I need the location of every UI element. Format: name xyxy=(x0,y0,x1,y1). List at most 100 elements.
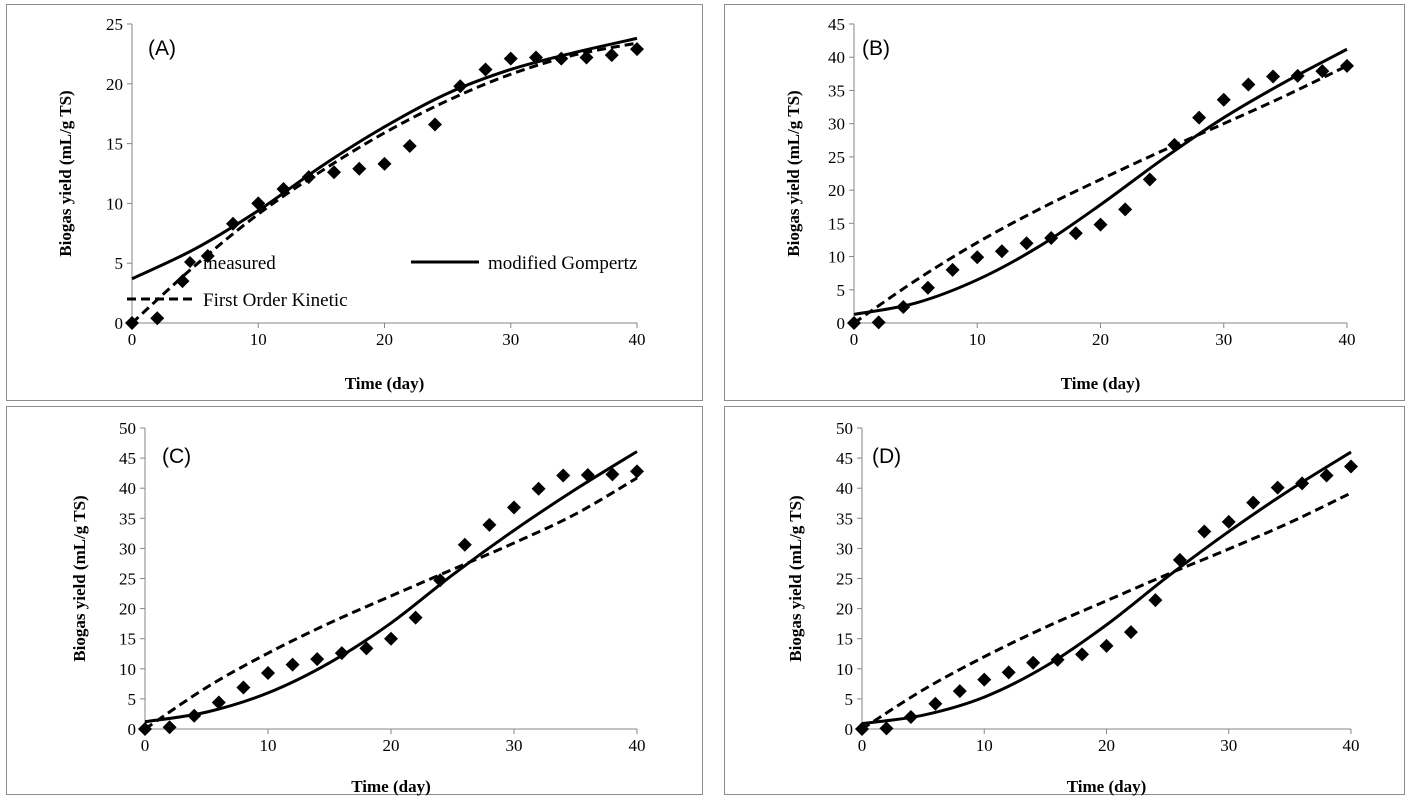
y-tick-label: 25 xyxy=(119,570,136,589)
y-tick-label: 50 xyxy=(119,419,136,438)
panel-tag: (B) xyxy=(862,37,890,60)
y-tick-label: 5 xyxy=(845,690,854,709)
y-axis-title: Biogas yield (mL/g TS) xyxy=(784,90,803,256)
x-axis-title: Time (day) xyxy=(351,777,431,796)
y-tick-label: 45 xyxy=(119,449,136,468)
y-tick-label: 0 xyxy=(115,314,124,333)
y-tick-label: 30 xyxy=(119,539,136,558)
legend-label-measured: measured xyxy=(203,253,276,274)
data-point xyxy=(1270,480,1285,495)
y-tick-label: 45 xyxy=(836,449,853,468)
data-point xyxy=(1319,468,1334,483)
legend: measured modified Gompertz First Order Kin… xyxy=(127,253,637,311)
data-point xyxy=(1197,524,1212,539)
y-tick-label: 45 xyxy=(828,15,845,34)
data-point xyxy=(162,720,177,735)
data-point xyxy=(211,695,226,710)
measured-series xyxy=(138,464,644,736)
x-axis-title: Time (day) xyxy=(345,374,425,393)
x-tick-label: 30 xyxy=(1215,330,1232,349)
first-order-line xyxy=(853,64,1348,325)
data-point xyxy=(1026,655,1041,670)
data-point xyxy=(261,666,275,681)
y-tick-label: 15 xyxy=(119,630,136,649)
x-tick-label: 20 xyxy=(1098,736,1115,755)
data-point xyxy=(1344,459,1358,474)
data-point xyxy=(630,42,644,57)
panel-tag: (D) xyxy=(872,445,901,468)
legend-label-first-order: First Order Kinetic xyxy=(203,290,348,311)
measured-series xyxy=(125,42,644,330)
panel-tag: (C) xyxy=(162,445,191,468)
y-tick-label: 25 xyxy=(836,570,853,589)
x-tick-label: 20 xyxy=(383,736,400,755)
data-point xyxy=(503,51,518,66)
data-point xyxy=(384,631,398,646)
data-point xyxy=(1123,625,1138,640)
data-point xyxy=(879,721,894,736)
data-point xyxy=(928,696,943,711)
data-point xyxy=(457,537,472,552)
panel-tag: (A) xyxy=(148,37,176,60)
x-tick-label: 20 xyxy=(1092,330,1109,349)
y-tick-label: 35 xyxy=(119,509,136,528)
x-tick-label: 0 xyxy=(128,330,137,349)
data-point xyxy=(1068,226,1083,241)
x-tick-label: 40 xyxy=(1339,330,1356,349)
data-point xyxy=(478,62,493,77)
legend-label-gompertz: modified Gompertz xyxy=(488,253,637,274)
data-point xyxy=(1266,69,1281,84)
y-tick-label: 15 xyxy=(106,135,123,154)
y-tick-label: 10 xyxy=(836,660,853,679)
y-tick-label: 15 xyxy=(836,630,853,649)
y-tick-label: 40 xyxy=(836,479,853,498)
panel-frame xyxy=(724,4,1405,401)
y-tick-label: 50 xyxy=(836,419,853,438)
data-point xyxy=(285,657,300,672)
x-tick-label: 10 xyxy=(250,330,267,349)
data-point xyxy=(1019,236,1034,251)
data-point xyxy=(408,610,423,625)
data-point xyxy=(630,464,644,479)
data-point xyxy=(920,280,935,295)
x-tick-label: 0 xyxy=(141,736,150,755)
data-point xyxy=(377,156,392,171)
data-point xyxy=(1192,110,1207,125)
data-point xyxy=(871,315,886,330)
x-axis-title: Time (day) xyxy=(1067,777,1147,796)
x-tick-label: 30 xyxy=(502,330,519,349)
data-point xyxy=(352,161,367,176)
data-point xyxy=(359,641,374,656)
first-order-line xyxy=(130,41,638,325)
y-tick-label: 40 xyxy=(119,479,136,498)
data-point xyxy=(482,517,497,532)
data-point xyxy=(1241,77,1256,92)
y-tick-label: 20 xyxy=(836,600,853,619)
data-point xyxy=(605,467,620,482)
x-tick-label: 0 xyxy=(850,330,859,349)
data-point xyxy=(236,680,251,695)
measured-series xyxy=(855,459,1358,736)
y-tick-label: 0 xyxy=(845,720,854,739)
data-point xyxy=(1075,647,1090,662)
data-point xyxy=(1099,638,1114,653)
y-tick-label: 0 xyxy=(837,314,846,333)
y-tick-label: 20 xyxy=(828,181,845,200)
data-point xyxy=(604,48,619,63)
data-point xyxy=(579,50,594,65)
chart-panel-1: 0 5 10 15 20 25 30 35 40 45 0 10 20 30 40 Time (day) Bio… xyxy=(724,4,1405,401)
data-point xyxy=(556,468,571,483)
data-point xyxy=(1246,495,1261,510)
legend-marker-measured xyxy=(184,256,196,268)
first-order-line xyxy=(144,476,638,731)
y-tick-label: 10 xyxy=(106,194,123,213)
y-tick-label: 10 xyxy=(828,248,845,267)
panel-frame xyxy=(6,406,703,795)
y-axis-title: Biogas yield (mL/g TS) xyxy=(786,495,805,661)
panel-frame xyxy=(6,4,703,401)
data-point xyxy=(1221,514,1236,529)
data-point xyxy=(1148,593,1163,608)
y-tick-label: 10 xyxy=(119,660,136,679)
data-point xyxy=(952,684,967,699)
